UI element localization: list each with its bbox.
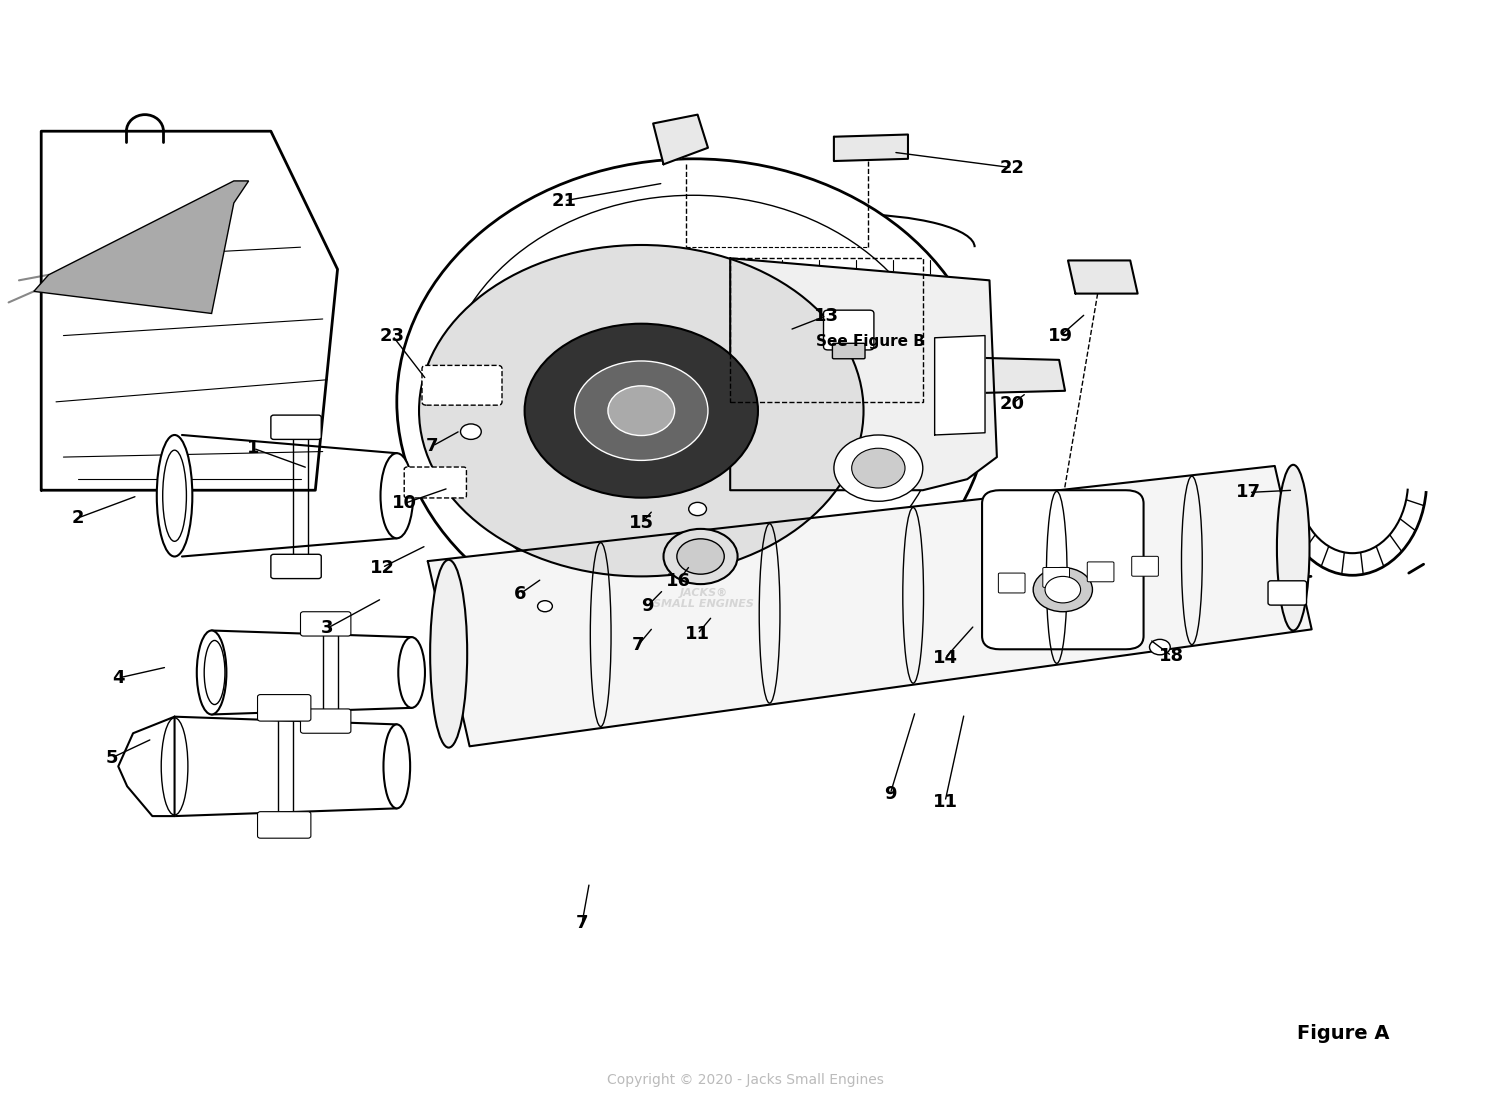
Text: 14: 14	[933, 649, 958, 667]
FancyBboxPatch shape	[422, 365, 502, 405]
Circle shape	[688, 502, 706, 515]
FancyBboxPatch shape	[404, 467, 466, 498]
Polygon shape	[1068, 260, 1138, 294]
Text: 2: 2	[72, 509, 85, 526]
Circle shape	[419, 245, 864, 577]
Text: 21: 21	[551, 191, 577, 209]
Text: 18: 18	[1159, 647, 1185, 664]
Ellipse shape	[1277, 465, 1310, 630]
Circle shape	[1033, 568, 1092, 612]
FancyBboxPatch shape	[301, 612, 350, 636]
Polygon shape	[934, 335, 985, 435]
FancyBboxPatch shape	[833, 343, 866, 358]
Text: 7: 7	[426, 437, 438, 455]
Text: 7: 7	[575, 914, 589, 933]
Circle shape	[852, 449, 904, 487]
Text: 4: 4	[112, 669, 125, 687]
Ellipse shape	[383, 725, 410, 808]
Polygon shape	[118, 717, 174, 816]
Polygon shape	[973, 357, 1065, 393]
Text: 17: 17	[1237, 483, 1261, 502]
Circle shape	[460, 424, 481, 440]
Text: 11: 11	[685, 624, 711, 643]
FancyBboxPatch shape	[1088, 562, 1115, 582]
Text: 12: 12	[370, 559, 395, 577]
Circle shape	[608, 386, 675, 435]
Circle shape	[524, 324, 758, 498]
Text: 9: 9	[641, 598, 654, 615]
FancyBboxPatch shape	[824, 311, 875, 349]
Text: 10: 10	[392, 494, 417, 512]
Polygon shape	[42, 131, 338, 490]
Ellipse shape	[396, 159, 989, 644]
Text: Figure A: Figure A	[1296, 1024, 1390, 1043]
FancyBboxPatch shape	[258, 811, 311, 838]
Ellipse shape	[156, 435, 192, 556]
Polygon shape	[653, 115, 708, 165]
Polygon shape	[34, 181, 249, 314]
Circle shape	[1044, 577, 1080, 603]
Ellipse shape	[398, 637, 425, 708]
Text: 7: 7	[632, 636, 645, 653]
Polygon shape	[730, 258, 997, 490]
Polygon shape	[834, 135, 907, 161]
Circle shape	[575, 361, 708, 461]
Text: 9: 9	[884, 785, 897, 802]
Circle shape	[1149, 639, 1170, 654]
Polygon shape	[428, 466, 1311, 747]
Ellipse shape	[197, 630, 226, 715]
Text: Copyright © 2020 - Jacks Small Engines: Copyright © 2020 - Jacks Small Engines	[606, 1073, 884, 1087]
FancyBboxPatch shape	[1132, 556, 1158, 577]
Text: 13: 13	[814, 307, 839, 325]
FancyBboxPatch shape	[1268, 581, 1307, 605]
Text: 16: 16	[666, 572, 691, 590]
FancyBboxPatch shape	[258, 695, 311, 721]
Text: 19: 19	[1047, 326, 1073, 345]
Circle shape	[676, 539, 724, 574]
Circle shape	[834, 435, 922, 501]
Text: See Figure B: See Figure B	[817, 334, 925, 348]
Ellipse shape	[431, 560, 468, 748]
Text: 11: 11	[933, 792, 958, 810]
FancyBboxPatch shape	[301, 709, 350, 733]
FancyBboxPatch shape	[1043, 568, 1070, 588]
Text: 5: 5	[106, 749, 119, 767]
Text: 1: 1	[247, 440, 259, 457]
FancyBboxPatch shape	[271, 415, 322, 440]
Text: 23: 23	[380, 326, 405, 345]
FancyBboxPatch shape	[982, 490, 1143, 649]
FancyBboxPatch shape	[998, 573, 1025, 593]
Circle shape	[538, 601, 553, 612]
Text: 6: 6	[514, 585, 526, 603]
FancyBboxPatch shape	[271, 554, 322, 579]
Text: 20: 20	[1000, 395, 1024, 413]
Text: 3: 3	[320, 619, 334, 638]
Text: 15: 15	[629, 514, 654, 532]
Text: JACKS®
SMALL ENGINES: JACKS® SMALL ENGINES	[653, 588, 754, 609]
Circle shape	[663, 529, 738, 584]
Text: 22: 22	[1000, 159, 1024, 177]
Ellipse shape	[380, 453, 413, 539]
